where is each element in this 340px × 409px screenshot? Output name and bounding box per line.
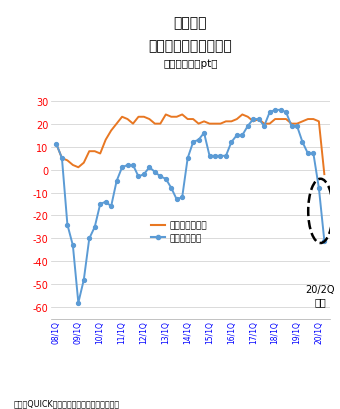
- Text: 日銀短観: 日銀短観: [174, 16, 207, 30]
- Text: 大企業の業況判断指数: 大企業の業況判断指数: [149, 39, 232, 53]
- Text: 出所：QUICKのデータをもとに東洋証券作成: 出所：QUICKのデータをもとに東洋証券作成: [14, 398, 120, 407]
- Text: （四半期、％pt）: （四半期、％pt）: [163, 59, 218, 69]
- Legend: 非製造業　最近, 製造業　最近: 非製造業 最近, 製造業 最近: [148, 218, 210, 246]
- Text: 20/2Q
予想: 20/2Q 予想: [305, 285, 335, 306]
